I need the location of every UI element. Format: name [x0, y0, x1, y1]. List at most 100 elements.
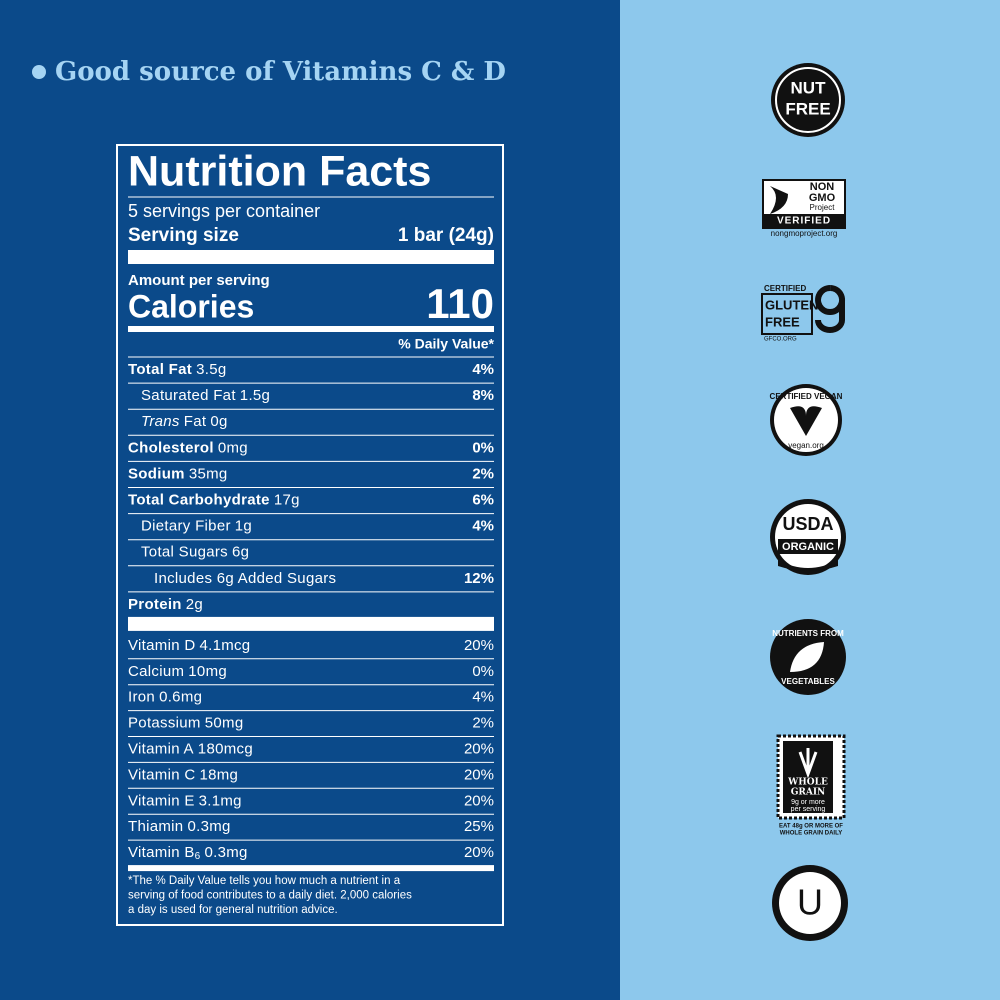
- nutrient-row: Total Sugars 6g: [141, 544, 249, 561]
- left-panel: [0, 0, 620, 1000]
- badge-usda: USDA ORGANIC: [770, 499, 846, 575]
- nutrient-name: Vitamin A: [128, 740, 194, 757]
- footnote: *The % Daily Value tells you how much a …: [128, 875, 401, 887]
- nutrient-name: Cholesterol: [128, 439, 214, 456]
- badge-text: EAT 48g OR MORE OF: [779, 824, 843, 830]
- badge-text: GMO: [809, 192, 836, 204]
- nutrient-name: Vitamin D: [128, 637, 195, 654]
- serving-size-label: Serving size: [128, 225, 239, 246]
- nutrient-row: Thiamin 0.3mg: [128, 818, 231, 835]
- badge-text: NUT: [791, 78, 827, 97]
- nutrient-dv: 0%: [472, 663, 494, 680]
- nutrient-amount: 180mcg: [198, 740, 253, 757]
- nutrient-row: Includes 6g Added Sugars: [154, 570, 336, 587]
- rule-bar: [128, 616, 494, 631]
- nutrient-row: Total Carbohydrate 17g: [128, 491, 300, 508]
- badge-vegan: CERTIFIED VEGAN vegan.org: [770, 384, 843, 456]
- badge-whole-grain: WHOLE GRAIN 9g or more per serving EAT 4…: [776, 734, 846, 837]
- nutrient-name-italic: Trans: [141, 413, 180, 430]
- nutrient-name: Dietary Fiber: [141, 518, 231, 535]
- nutrient-amount: 1.5g: [240, 387, 270, 404]
- nutrient-amount: 2g: [186, 596, 203, 613]
- nutrient-dv: 4%: [472, 689, 494, 706]
- nutrient-amount: 0.6mg: [159, 689, 202, 706]
- rule-bar: [128, 326, 494, 332]
- badge-text: NON: [810, 181, 835, 193]
- daily-value-header: % Daily Value*: [398, 336, 494, 352]
- badge-text: Project: [810, 203, 836, 212]
- badge-kosher: U: [772, 865, 848, 941]
- nutrient-row: Vitamin B6 0.3mg: [128, 844, 248, 862]
- nutrition-label: Nutrition Facts 5 servings per container S…: [128, 147, 495, 916]
- nutrient-name: Sodium: [128, 465, 185, 482]
- nutrient-amount: 0g: [210, 413, 227, 430]
- badge-text: NUTRIENTS FROM: [772, 629, 844, 638]
- rule-bar: [128, 865, 494, 872]
- nutrient-name: Total Carbohydrate: [128, 491, 270, 508]
- nutrient-dv: 8%: [472, 387, 494, 404]
- nutrient-amount: 35mg: [189, 465, 228, 482]
- badge-text: WHOLE GRAIN DAILY: [780, 831, 842, 837]
- nutrient-row: Cholesterol 0mg: [128, 439, 248, 456]
- nutrient-dv: 20%: [464, 766, 494, 783]
- nutrient-row: Total Fat 3.5g: [128, 361, 227, 378]
- badge-text: ORGANIC: [782, 541, 834, 553]
- nutrient-name: Thiamin: [128, 818, 183, 835]
- nutrient-amount: 0.3mg: [187, 818, 230, 835]
- nutrient-row: Potassium 50mg: [128, 715, 243, 732]
- nutrient-dv: 6%: [472, 491, 494, 508]
- badge-text: GLUTEN: [765, 297, 818, 312]
- nutrient-name: Vitamin C: [128, 766, 195, 783]
- badge-gluten-free: CERTIFIED GLUTEN FREE GFCO.ORG: [761, 284, 846, 343]
- badge-text: USDA: [782, 514, 833, 534]
- nutrient-row: Vitamin C 18mg: [128, 766, 238, 783]
- label-border: [116, 144, 504, 926]
- badge-text: nongmoproject.org: [771, 229, 838, 238]
- nutrient-dv: 20%: [464, 792, 494, 809]
- nutrient-amount: 3.1mg: [199, 792, 242, 809]
- badge-text: U: [797, 882, 823, 923]
- nutrient-subscript: 6: [195, 851, 201, 862]
- bullet: [32, 65, 46, 79]
- nutrient-amount: 0mg: [218, 439, 248, 456]
- nutrient-row: Calcium 10mg: [128, 663, 227, 680]
- footnote: serving of food contributes to a daily d…: [128, 890, 412, 902]
- badge-text: VEGETABLES: [781, 677, 835, 686]
- nutrient-dv: 4%: [472, 518, 494, 535]
- nutrient-row: Trans Fat 0g: [141, 413, 228, 430]
- nutrient-name: Saturated Fat: [141, 387, 236, 404]
- nutrient-name: Fat: [184, 413, 207, 430]
- nutrient-row: Vitamin A 180mcg: [128, 740, 253, 757]
- nutrient-row: Vitamin E 3.1mg: [128, 792, 242, 809]
- rule-bar: [128, 250, 494, 264]
- badge-text: per serving: [791, 806, 826, 813]
- badge-text: WHOLE: [787, 778, 828, 788]
- nutrient-row: Vitamin D 4.1mcg: [128, 637, 250, 654]
- badge-text: VERIFIED: [777, 216, 831, 227]
- badge-text: FREE: [765, 314, 800, 329]
- badge-text: GRAIN: [791, 788, 826, 798]
- nutrient-dv: 0%: [472, 439, 494, 456]
- calories-label: Calories: [128, 288, 254, 324]
- nutrient-amount: 1g: [235, 518, 252, 535]
- nutrient-amount: 6g: [232, 544, 249, 561]
- nutrient-dv: 4%: [472, 361, 494, 378]
- badge-text: CERTIFIED VEGAN: [770, 392, 843, 401]
- nutrient-name: Protein: [128, 596, 182, 613]
- badge-non-gmo: NON GMO Project VERIFIED nongmoproject.o…: [762, 179, 846, 238]
- nutrient-name: Vitamin E: [128, 792, 195, 809]
- nutrient-row: Saturated Fat 1.5g: [141, 387, 270, 404]
- badge-text: FREE: [785, 99, 830, 118]
- serving-size: 1 bar (24g): [398, 225, 494, 246]
- nutrient-amount: 10mg: [188, 663, 227, 680]
- servings: 5 servings per container: [128, 201, 320, 221]
- nutrient-amount: 50mg: [205, 715, 244, 732]
- badge-vegetables: NUTRIENTS FROM VEGETABLES: [770, 619, 846, 695]
- nutrient-row: Protein 2g: [128, 596, 203, 613]
- nutrient-row: Iron 0.6mg: [128, 689, 202, 706]
- footnote: a day is used for general nutrition advi…: [128, 904, 338, 916]
- calories: 110: [426, 280, 494, 327]
- nutrient-name: Calcium: [128, 663, 184, 680]
- badge-text: vegan.org: [788, 441, 824, 450]
- nutrient-amount: 18mg: [199, 766, 238, 783]
